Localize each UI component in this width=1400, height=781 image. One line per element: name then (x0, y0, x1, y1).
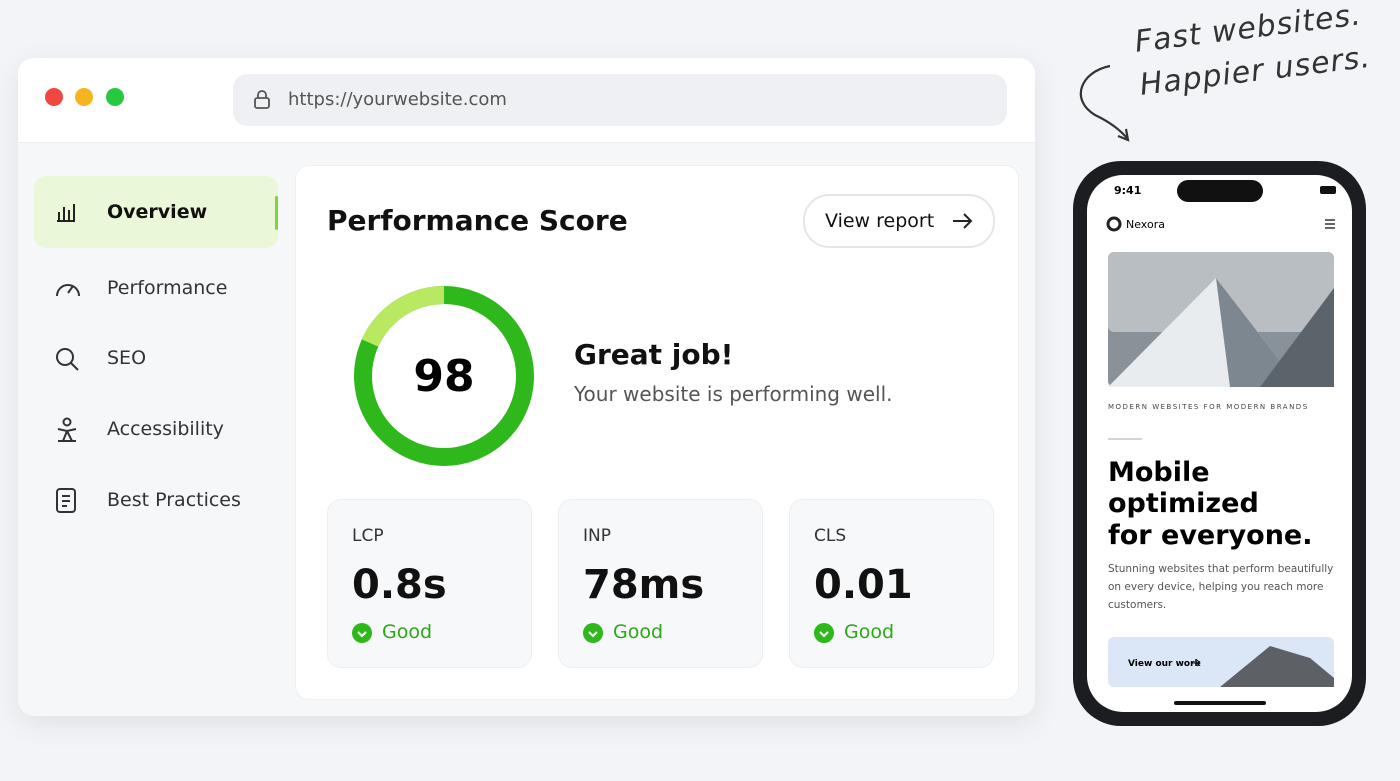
icon (56, 488, 76, 513)
metric-value: 78ms (583, 562, 705, 608)
metric-value: 0.8s (352, 562, 447, 608)
metric-label: LCP (352, 526, 384, 546)
metric-status: Good (613, 621, 664, 643)
check-icon (352, 623, 372, 643)
metric-card: CLS 0.01 Good (789, 499, 994, 668)
score-ring: 98 (354, 286, 534, 466)
active-indicator (275, 196, 278, 230)
panel-title: Performance Score (327, 204, 628, 237)
arrow-icon (953, 213, 973, 229)
browser-window: https://yourwebsite.com Overview Perform… (18, 58, 1035, 716)
nav-item[interactable]: Best Practices (34, 464, 278, 536)
nav-item[interactable]: Overview (34, 176, 278, 248)
cta-label: View our work (1128, 659, 1202, 669)
score: 98 (413, 351, 474, 402)
body-text: Stunning websites that perform beautiful… (1108, 563, 1334, 611)
metric-status: Good (382, 621, 433, 643)
metric-value: 0.01 (814, 562, 913, 608)
nav-item[interactable]: SEO (34, 322, 278, 394)
icon (57, 204, 75, 222)
icon (56, 348, 79, 371)
heading-line: for everyone. (1108, 520, 1313, 551)
message: Your website is performing well. (574, 382, 893, 406)
check-icon (583, 623, 603, 643)
heading-line: Mobile (1108, 457, 1210, 488)
nav-label: Overview (107, 201, 208, 223)
minimize[interactable] (75, 88, 93, 106)
nav-label: SEO (107, 347, 147, 369)
metric-label: CLS (814, 526, 847, 546)
nav-label: Accessibility (107, 418, 224, 440)
browser-bar: https://yourwebsite.com (18, 58, 1035, 143)
status-time: 9:41 (1114, 184, 1141, 197)
metric-card: LCP 0.8s Good (327, 499, 532, 668)
phone: 9:41 Nexora MODERN WEBSITES FOR MODERN B… (1073, 161, 1366, 726)
metric-label: INP (583, 526, 611, 546)
arrow (1079, 64, 1130, 142)
metric-status: Good (844, 621, 895, 643)
nav-item[interactable]: Performance (34, 252, 278, 324)
metric-card: INP 78ms Good (558, 499, 763, 668)
check-icon (814, 623, 834, 643)
button-label: View report (825, 210, 935, 232)
nav-label: Performance (107, 277, 228, 299)
score-panel: Performance Score View report 98 Great j… (295, 165, 1019, 700)
address-bar[interactable]: https://yourwebsite.com (233, 74, 1007, 126)
nav-item[interactable]: Accessibility (34, 393, 278, 465)
view-report-button[interactable]: View report (803, 194, 995, 248)
close[interactable] (45, 88, 63, 106)
headline: Great job! (574, 338, 734, 371)
url: https://yourwebsite.com (288, 89, 507, 110)
icon (57, 417, 77, 442)
heading-line: optimized (1108, 488, 1259, 519)
brand: Nexora (1126, 218, 1165, 231)
maximize[interactable] (106, 88, 124, 106)
icon (56, 284, 80, 297)
lock-icon (254, 90, 270, 109)
nav-label: Best Practices (107, 489, 241, 511)
eyebrow: MODERN WEBSITES FOR MODERN BRANDS (1108, 403, 1309, 411)
